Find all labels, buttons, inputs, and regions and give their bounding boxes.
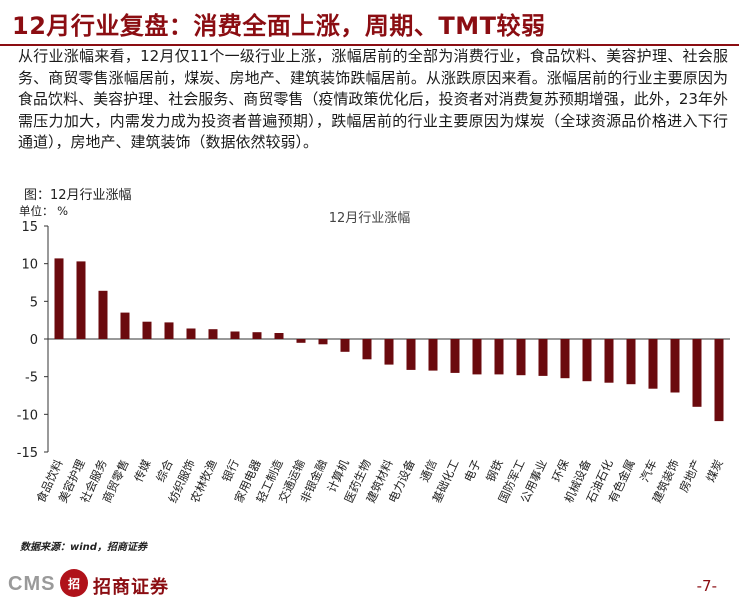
- unit-label: 单位： %: [19, 204, 69, 218]
- figure-caption: 图：12月行业涨幅: [24, 188, 132, 203]
- y-tick-label: -15: [17, 446, 38, 461]
- y-tick-label: 5: [30, 295, 38, 310]
- bar: [362, 339, 372, 360]
- bar: [318, 339, 328, 345]
- chart-title: 12月行业涨幅: [328, 211, 411, 226]
- bar: [560, 339, 570, 379]
- chart-panel: 15 10 5 0 -5 -10 -15 食品饮料 美容护理 社会服务 商贸零售 传媒 综合 纺织服饰 农林…: [0, 200, 739, 580]
- x-category-label: 通信: [417, 457, 439, 484]
- bar: [626, 339, 636, 385]
- bar: [252, 332, 262, 339]
- bar: [164, 322, 174, 339]
- bar: [714, 339, 724, 422]
- y-tick-label: 15: [21, 220, 38, 235]
- x-category-label: 环保: [549, 457, 572, 484]
- x-category-label: 银行: [219, 457, 241, 484]
- bar: [76, 261, 86, 339]
- bar: [582, 339, 592, 382]
- x-category-label: 电子: [461, 457, 483, 484]
- summary-paragraph: 从行业涨幅来看，12月仅11个一级行业上涨，涨幅居前的全部为消费行业，食品饮料、…: [18, 47, 728, 151]
- bar: [274, 333, 284, 339]
- bar: [406, 339, 416, 370]
- y-tick-label: -10: [17, 408, 38, 423]
- bar: [604, 339, 614, 383]
- x-category-label: 汽车: [637, 457, 659, 484]
- bar: [472, 339, 482, 375]
- bar: [186, 328, 196, 339]
- bar: [648, 339, 658, 389]
- x-category-label: 传媒: [131, 457, 154, 484]
- bar: [516, 339, 526, 376]
- bar: [384, 339, 394, 365]
- y-tick-label: -5: [25, 371, 38, 386]
- cms-logo-text: CMS: [8, 573, 56, 595]
- bar: [670, 339, 680, 393]
- bar: [208, 329, 218, 339]
- data-source: 数据来源：wind，招商证券: [20, 542, 147, 553]
- bar: [428, 339, 438, 371]
- x-category-label: 钢铁: [483, 457, 506, 484]
- x-category-label: 综合: [153, 457, 176, 484]
- page-number: -7-: [696, 577, 717, 595]
- bar: [692, 339, 702, 407]
- bar: [450, 339, 460, 373]
- company-name: 招商证券: [93, 577, 169, 598]
- bar: [230, 331, 240, 339]
- bar: [142, 321, 152, 339]
- bar: [494, 339, 504, 375]
- bar: [296, 339, 306, 343]
- bar: [340, 339, 350, 352]
- bar: [120, 312, 130, 339]
- bar: [54, 258, 64, 339]
- bar: [538, 339, 548, 376]
- bar: [98, 290, 108, 339]
- title-divider: [0, 44, 739, 46]
- y-tick-label: 0: [30, 333, 38, 348]
- company-logo-icon: 招: [60, 569, 88, 597]
- page-title: 12月行业复盘：消费全面上涨，周期、TMT较弱: [12, 12, 546, 40]
- y-tick-label: 10: [21, 258, 38, 273]
- footer: CMS 招 招商证券 -7-: [0, 555, 739, 600]
- x-category-label: 煤炭: [703, 457, 725, 484]
